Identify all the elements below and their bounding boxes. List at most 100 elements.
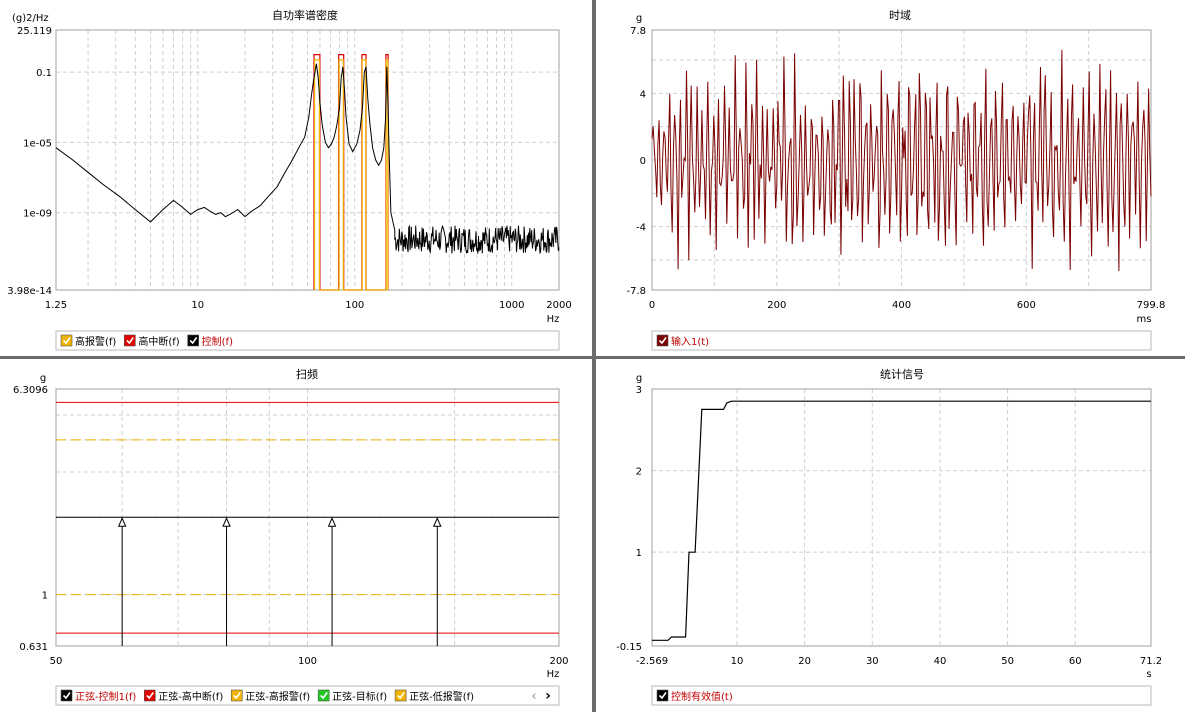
stat-y-unit: g — [636, 373, 642, 384]
stat-series-control-rms — [652, 400, 1151, 641]
psd-legend-check-icon-0 — [62, 337, 71, 345]
psd-x-tick-4: 2000 — [546, 300, 571, 311]
stat-x-tick-6: 60 — [1069, 656, 1082, 667]
psd-y-tick-0: 25.119 — [17, 26, 52, 37]
psd-title: 自功率谱密度 — [272, 8, 338, 22]
psd-y-tick-3: 1e-09 — [23, 209, 52, 220]
sweep-legend-box — [55, 685, 560, 706]
time-legend[interactable]: 输入1(t) — [651, 330, 1152, 351]
stat-legend[interactable]: 控制有效值(t) — [651, 685, 1152, 706]
legend-prev-button[interactable]: ‹ — [531, 689, 536, 704]
sweep-legend-check-icon-2 — [233, 692, 241, 700]
stat-x-tick-0: -2.569 — [636, 656, 668, 667]
sweep-legend-check-icon-4 — [397, 692, 405, 700]
psd-y-unit: (g)2/Hz — [12, 13, 49, 24]
stat-legend-checkbox-0[interactable] — [656, 689, 669, 702]
stat-x-unit: s — [1146, 669, 1151, 680]
horizontal-divider-right — [596, 356, 1185, 359]
stat-grid — [651, 388, 1152, 647]
time-y-tick-0: 7.8 — [630, 26, 646, 37]
sweep-legend-checkbox-4[interactable] — [394, 689, 407, 702]
psd-legend-label-0[interactable]: 高报警(f) — [75, 335, 116, 348]
sweep-legend-checkbox-2[interactable] — [230, 689, 243, 702]
sweep-legend-label-0[interactable]: 正弦-控制1(f) — [75, 690, 136, 703]
stat-legend-box — [651, 685, 1152, 706]
horizontal-divider-left — [0, 356, 592, 359]
psd-x-ticks: 1.25 10 100 1000 2000 — [45, 300, 572, 311]
stat-plot-area[interactable] — [652, 400, 1151, 641]
sweep-plot-area[interactable] — [56, 401, 559, 646]
time-x-tick-4: 799.8 — [1137, 300, 1166, 311]
sweep-x-tick-0: 50 — [50, 656, 63, 667]
psd-chart-panel: 自功率谱密度 (g)2/Hz 25.119 0.1 1e-05 1e-09 3.98e-… — [7, 8, 572, 351]
sweep-title: 扫频 — [296, 367, 318, 381]
psd-legend[interactable]: 高报警(f) 高中断(f) 控制(f) — [55, 330, 560, 351]
psd-legend-label-1[interactable]: 高中断(f) — [138, 335, 179, 348]
sweep-marker-arrow-icon-1 — [222, 516, 231, 527]
sweep-legend-label-3[interactable]: 正弦-目标(f) — [332, 690, 387, 703]
psd-series-control — [55, 63, 560, 255]
sweep-y-unit: g — [40, 373, 46, 384]
sweep-marker-arrow-icon-0 — [117, 516, 127, 527]
psd-legend-box — [55, 330, 560, 351]
time-chart-panel: 时域 g 7.8 4 0 -4 -7.8 0 200 400 600 799.8 ms 输入1(… — [626, 9, 1166, 351]
psd-legend-label-2[interactable]: 控制(f) — [202, 335, 233, 348]
time-plot-area[interactable] — [651, 49, 1152, 272]
psd-legend-check-icon-2 — [189, 337, 198, 345]
time-y-tick-3: -4 — [636, 223, 646, 234]
sweep-legend-check-icon-1 — [146, 692, 154, 700]
sweep-legend-checkbox-1[interactable] — [143, 689, 156, 702]
psd-plot-frame — [55, 29, 560, 291]
stat-y-tick-3: -0.15 — [616, 642, 642, 653]
time-x-tick-1: 200 — [767, 300, 786, 311]
sweep-x-tick-2: 200 — [549, 656, 568, 667]
stat-x-tick-4: 40 — [934, 656, 947, 667]
time-x-tick-0: 0 — [649, 300, 655, 311]
psd-plot-area[interactable] — [55, 53, 560, 291]
time-legend-label-0[interactable]: 输入1(t) — [671, 335, 709, 348]
psd-x-tick-1: 10 — [191, 300, 204, 311]
sweep-legend-checkbox-0[interactable] — [60, 689, 73, 702]
sweep-y-tick-0: 6.3096 — [13, 385, 48, 396]
sweep-legend-check-icon-3 — [320, 692, 328, 700]
psd-legend-checkbox-2[interactable] — [187, 334, 199, 347]
time-x-unit: ms — [1137, 314, 1152, 325]
sweep-legend-label-2[interactable]: 正弦-高报警(f) — [245, 690, 310, 703]
time-y-unit: g — [636, 13, 642, 24]
time-y-tick-1: 4 — [640, 89, 646, 100]
psd-series-alarm — [314, 59, 389, 291]
time-x-tick-2: 400 — [892, 300, 911, 311]
psd-legend-checkbox-1[interactable] — [124, 334, 136, 347]
sweep-legend[interactable]: 正弦-控制1(f) 正弦-高中断(f) 正弦-高报警(f) 正弦-目标(f) 正弦-低报… — [55, 685, 560, 706]
sweep-legend-check-icon-0 — [62, 692, 71, 700]
time-y-tick-2: 0 — [640, 156, 646, 167]
stat-x-tick-5: 50 — [1001, 656, 1014, 667]
stat-legend-check-icon-0 — [658, 692, 667, 700]
stat-y-tick-1: 2 — [636, 467, 642, 478]
time-x-ticks: 0 200 400 600 799.8 — [649, 300, 1166, 311]
time-grid — [651, 29, 1152, 291]
time-legend-checkbox-0[interactable] — [656, 334, 669, 347]
stat-title: 统计信号 — [880, 368, 924, 381]
psd-y-ticks: 25.119 0.1 1e-05 1e-09 3.98e-14 — [7, 26, 52, 297]
stat-chart-panel: 统计信号 g 3 2 1 -0.15 -2.569 10 20 30 40 50 60 71.2 s… — [616, 368, 1162, 706]
sweep-legend-label-4[interactable]: 正弦-低报警(f) — [409, 690, 474, 703]
stat-x-tick-7: 71.2 — [1140, 656, 1162, 667]
legend-next-button[interactable]: › — [545, 688, 551, 704]
sweep-legend-checkbox-3[interactable] — [317, 689, 330, 702]
time-legend-box — [651, 330, 1152, 351]
psd-y-tick-4: 3.98e-14 — [7, 286, 52, 297]
stat-legend-label-0[interactable]: 控制有效值(t) — [671, 690, 733, 703]
time-y-ticks: 7.8 4 0 -4 -7.8 — [626, 26, 646, 297]
psd-x-unit: Hz — [547, 314, 560, 325]
sweep-legend-label-1[interactable]: 正弦-高中断(f) — [158, 690, 223, 703]
time-series-input1 — [651, 49, 1152, 272]
stat-y-tick-2: 1 — [636, 548, 642, 559]
psd-series-abort — [313, 53, 389, 291]
psd-legend-checkbox-0[interactable] — [60, 334, 73, 347]
psd-x-tick-0: 1.25 — [45, 300, 67, 311]
vertical-divider — [592, 0, 596, 712]
sweep-y-tick-2: 0.631 — [19, 642, 48, 653]
stat-plot-frame — [651, 388, 1152, 647]
